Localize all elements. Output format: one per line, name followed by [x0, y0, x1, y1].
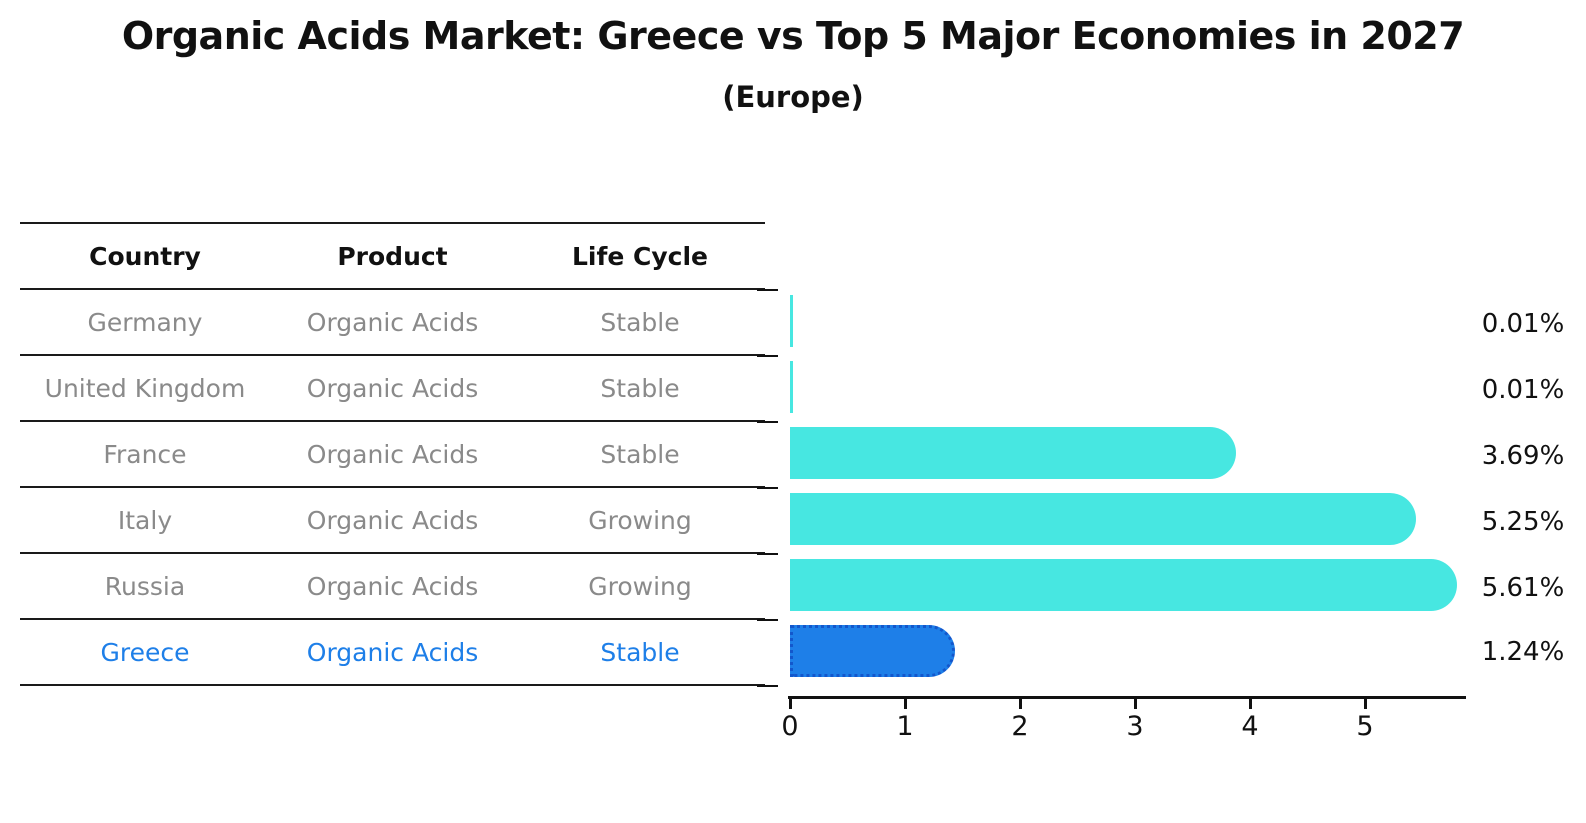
x-axis-tick-label: 3 [1126, 711, 1144, 742]
table-row-france: France Organic Acids Stable [20, 420, 765, 486]
header-cell-country: Country [89, 241, 201, 271]
bar-value-label: 3.69% [1481, 441, 1565, 471]
cell-country: Russia [104, 571, 186, 601]
table-row-greece: Greece Organic Acids Stable [20, 618, 765, 684]
comparison-table: Country Product Life Cycle Germany Organ… [20, 222, 765, 686]
bar-value-label: 0.01% [1481, 309, 1565, 339]
cell-lifecycle: Stable [600, 439, 680, 469]
x-axis-tick [789, 699, 792, 709]
bar-italy [790, 493, 1416, 545]
x-axis-tick [1249, 699, 1252, 709]
x-axis-tick-label: 0 [781, 711, 799, 742]
cell-country: United Kingdom [44, 373, 246, 403]
header-cell-lifecycle: Life Cycle [571, 241, 709, 271]
bar-value-label: 5.61% [1481, 573, 1565, 603]
table-row-italy: Italy Organic Acids Growing [20, 486, 765, 552]
cell-product: Organic Acids [306, 439, 479, 469]
bar-russia [790, 559, 1457, 611]
x-axis-tick [904, 699, 907, 709]
chart-title: Organic Acids Market: Greece vs Top 5 Ma… [121, 14, 1465, 58]
x-axis-tick-label: 1 [896, 711, 914, 742]
bar-greece [790, 625, 955, 677]
y-axis-tick [757, 421, 778, 423]
bar-united-kingdom [790, 361, 793, 413]
bar-value-label: 0.01% [1481, 375, 1565, 405]
cell-country: Germany [87, 307, 203, 337]
cell-lifecycle: Growing [588, 571, 692, 601]
table-row-germany: Germany Organic Acids Stable [20, 288, 765, 354]
cell-product: Organic Acids [306, 637, 479, 667]
y-axis-tick [757, 289, 778, 291]
y-axis-tick [757, 355, 778, 357]
bar-germany [790, 295, 793, 347]
table-row-russia: Russia Organic Acids Growing [20, 552, 765, 618]
cell-lifecycle: Growing [588, 505, 692, 535]
chart-subtitle: (Europe) [722, 80, 864, 114]
y-axis-tick [757, 487, 778, 489]
table-row-united-kingdom: United Kingdom Organic Acids Stable [20, 354, 765, 420]
x-axis-tick-label: 2 [1011, 711, 1029, 742]
cell-lifecycle: Stable [600, 637, 680, 667]
y-axis-tick [757, 685, 778, 687]
cell-product: Organic Acids [306, 571, 479, 601]
bar-value-label: 5.25% [1481, 507, 1565, 537]
x-axis-tick [1019, 699, 1022, 709]
bar-france [790, 427, 1236, 479]
x-axis-tick-label: 5 [1356, 711, 1374, 742]
cell-country: Italy [117, 505, 173, 535]
cell-product: Organic Acids [306, 307, 479, 337]
header-cell-product: Product [337, 241, 448, 271]
x-axis-tick [1134, 699, 1137, 709]
x-axis-line [788, 696, 1466, 699]
cell-product: Organic Acids [306, 373, 479, 403]
cell-country: France [103, 439, 187, 469]
x-axis-tick [1364, 699, 1367, 709]
cell-lifecycle: Stable [600, 307, 680, 337]
cell-country: Greece [100, 637, 190, 667]
y-axis-tick [757, 619, 778, 621]
y-axis-tick [757, 553, 778, 555]
cell-lifecycle: Stable [600, 373, 680, 403]
cell-product: Organic Acids [306, 505, 479, 535]
x-axis-tick-label: 4 [1241, 711, 1259, 742]
table-header-row: Country Product Life Cycle [20, 222, 765, 288]
bar-value-label: 1.24% [1481, 637, 1565, 667]
